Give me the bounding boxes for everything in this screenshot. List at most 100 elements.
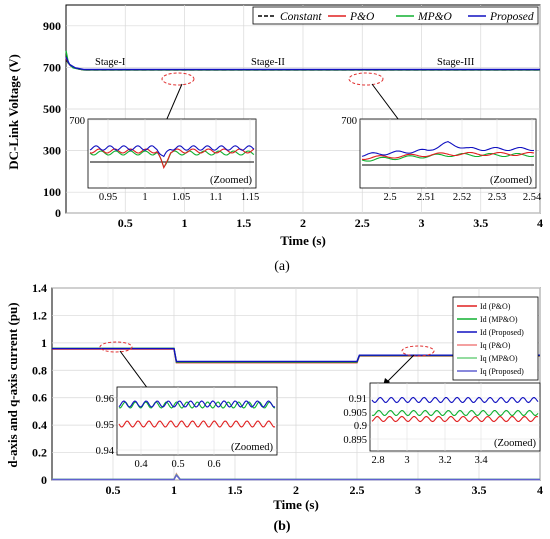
x-tick-label-0-5: 3	[419, 216, 425, 230]
inset-y-tick-a1-0: 700	[69, 116, 85, 127]
x-tick-label-1-2: 1.5	[228, 483, 243, 497]
inset-x-tick-a1-4: 1.15	[241, 192, 259, 203]
y-tick-label-0-0: 0	[55, 206, 61, 220]
inset-frame	[87, 118, 257, 189]
inset-y-tick-b2-0: 0.91	[349, 394, 367, 405]
zoom-ellipse-3	[99, 341, 133, 353]
inset-y-tick-a2-0: 700	[341, 116, 357, 127]
x-tick-label-0-1: 1	[182, 216, 188, 230]
panel-label-a: (a)	[274, 259, 290, 274]
legend-label-a-3: Proposed	[489, 11, 534, 23]
annotation-stage-3: Stage-III	[437, 57, 475, 68]
inset-trace-b2-0	[371, 396, 539, 404]
inset-trace-a2-1	[361, 152, 535, 162]
y-tick-label-0-3: 500	[43, 102, 61, 116]
inset-y-tick-b2-1: 0.905	[343, 408, 367, 419]
y-tick-label-1-3: 0.6	[32, 391, 47, 405]
x-tick-label-1-3: 2	[293, 483, 299, 497]
inset-trace-b1-1	[118, 401, 276, 409]
inset-trace-a2-2	[361, 151, 535, 160]
y-tick-label-1-1: 0.2	[32, 446, 47, 460]
ylabel-a: DC-Link Voltage (V)	[6, 54, 21, 170]
zoom-arrow-4	[385, 354, 415, 384]
x-tick-label-0-6: 3.5	[473, 216, 488, 230]
zoom-ellipse-1	[161, 72, 195, 86]
inset-x-tick-a1-1: 1	[142, 192, 147, 203]
legend-label-b-4: Iq (MP&O)	[480, 354, 518, 363]
annotation-stage-2: Stage-II	[251, 57, 285, 68]
inset-x-tick-a1-3: 1.1	[209, 192, 222, 203]
legend-a: Constant P&O MP&O Proposed	[252, 6, 539, 25]
y-tick-label-0-1: 100	[43, 185, 61, 199]
inset-a-2: 2.5 2.51 2.52 2.53 2.54 700 (Zoomed)	[341, 116, 542, 203]
inset-label-a2: (Zoomed)	[490, 175, 532, 186]
panel-label-b: (b)	[273, 519, 290, 534]
xlabel-a: Time (s)	[280, 233, 326, 248]
x-tick-label-0-0: 0.5	[118, 216, 133, 230]
x-tick-label-0-3: 2	[300, 216, 306, 230]
y-tick-label-1-7: 1.4	[32, 281, 47, 295]
xlabel-b: Time (s)	[273, 497, 319, 512]
inset-label-b1: (Zoomed)	[231, 442, 273, 453]
inset-b-2: 2.8 3 3.2 3.4 0.91 0.905 0.9 0.895 (Zoomed)	[343, 382, 541, 466]
inset-frame	[116, 386, 278, 456]
x-tick-label-1-4: 2.5	[350, 483, 365, 497]
inset-y-tick-b1-2: 0.94	[96, 446, 115, 457]
inset-trace-b2-2	[371, 415, 539, 423]
x-tick-label-0-4: 2.5	[355, 216, 370, 230]
inset-label-a1: (Zoomed)	[210, 175, 252, 186]
inset-x-tick-b2-0: 2.8	[371, 455, 384, 466]
inset-label-b2: (Zoomed)	[494, 438, 536, 449]
legend-box-b	[452, 296, 539, 381]
panel-b: 0.5 1 1.5 2 2.5 3 3.5 4 0 0.2 0.4 0.6 0.8 1 1.2 1.4 0.4…	[5, 281, 543, 534]
inset-y-tick-b1-0: 0.96	[96, 394, 114, 405]
inset-x-tick-a2-4: 2.54	[523, 192, 542, 203]
legend-label-b-5: Iq (Proposed)	[480, 367, 524, 376]
inset-x-tick-a2-3: 2.53	[488, 192, 506, 203]
legend-label-a-0: Constant	[280, 11, 322, 23]
inset-trace-b1-0	[118, 420, 276, 428]
x-tick-label-1-6: 3.5	[472, 483, 487, 497]
inset-y-tick-b2-2: 0.9	[354, 421, 367, 432]
x-tick-label-1-1: 1	[171, 483, 177, 497]
legend-box-a	[252, 6, 539, 25]
inset-x-tick-b2-2: 3.2	[438, 455, 451, 466]
ticks-b: 0.5 1 1.5 2 2.5 3 3.5 4 0 0.2 0.4 0.6 0.8 1 1.2 1.4	[32, 281, 543, 497]
annotation-stage-1: Stage-I	[95, 57, 126, 68]
inset-trace-a1-3	[89, 145, 255, 158]
inset-trace-a2-3	[361, 140, 535, 157]
legend-label-b-3: Iq (P&O)	[480, 341, 511, 350]
x-tick-label-1-0: 0.5	[106, 483, 121, 497]
inset-x-tick-b2-3: 3.4	[474, 455, 488, 466]
inset-x-tick-b1-1: 0.5	[171, 459, 184, 470]
x-tick-label-1-7: 4	[537, 483, 543, 497]
zoom-ellipse-2	[348, 72, 384, 86]
x-tick-label-1-5: 3	[415, 483, 421, 497]
series-line-0-3	[65, 56, 540, 71]
series-a	[65, 50, 540, 71]
y-tick-label-1-0: 0	[41, 473, 47, 487]
series-line-1-5	[52, 473, 540, 481]
legend-label-a-1: P&O	[349, 11, 375, 23]
y-tick-label-1-2: 0.4	[32, 418, 47, 432]
inset-x-tick-a2-0: 2.5	[383, 192, 396, 203]
y-tick-label-1-6: 1.2	[32, 308, 47, 322]
series-b	[52, 347, 540, 481]
inset-b-1: 0.4 0.5 0.6 0.96 0.95 0.94 (Zoomed)	[96, 386, 278, 470]
inset-a-1: 0.95 1 1.05 1.1 1.15 700 (Zoomed)	[69, 116, 259, 203]
inset-x-tick-b2-1: 3	[404, 455, 409, 466]
y-tick-label-0-2: 300	[43, 144, 61, 158]
x-tick-label-0-7: 4	[537, 216, 543, 230]
x-tick-label-0-2: 1.5	[236, 216, 251, 230]
inset-y-tick-b1-1: 0.95	[96, 420, 114, 431]
legend-label-b-1: Id (MP&O)	[480, 315, 518, 324]
zoom-arrow-3	[119, 350, 152, 394]
ylabel-b: d-axis and q-axis current (pu)	[5, 302, 20, 467]
legend-label-a-2: MP&O	[417, 11, 453, 23]
inset-x-tick-b1-0: 0.4	[134, 459, 148, 470]
y-tick-label-1-4: 0.8	[32, 363, 47, 377]
inset-x-tick-a2-2: 2.52	[453, 192, 471, 203]
